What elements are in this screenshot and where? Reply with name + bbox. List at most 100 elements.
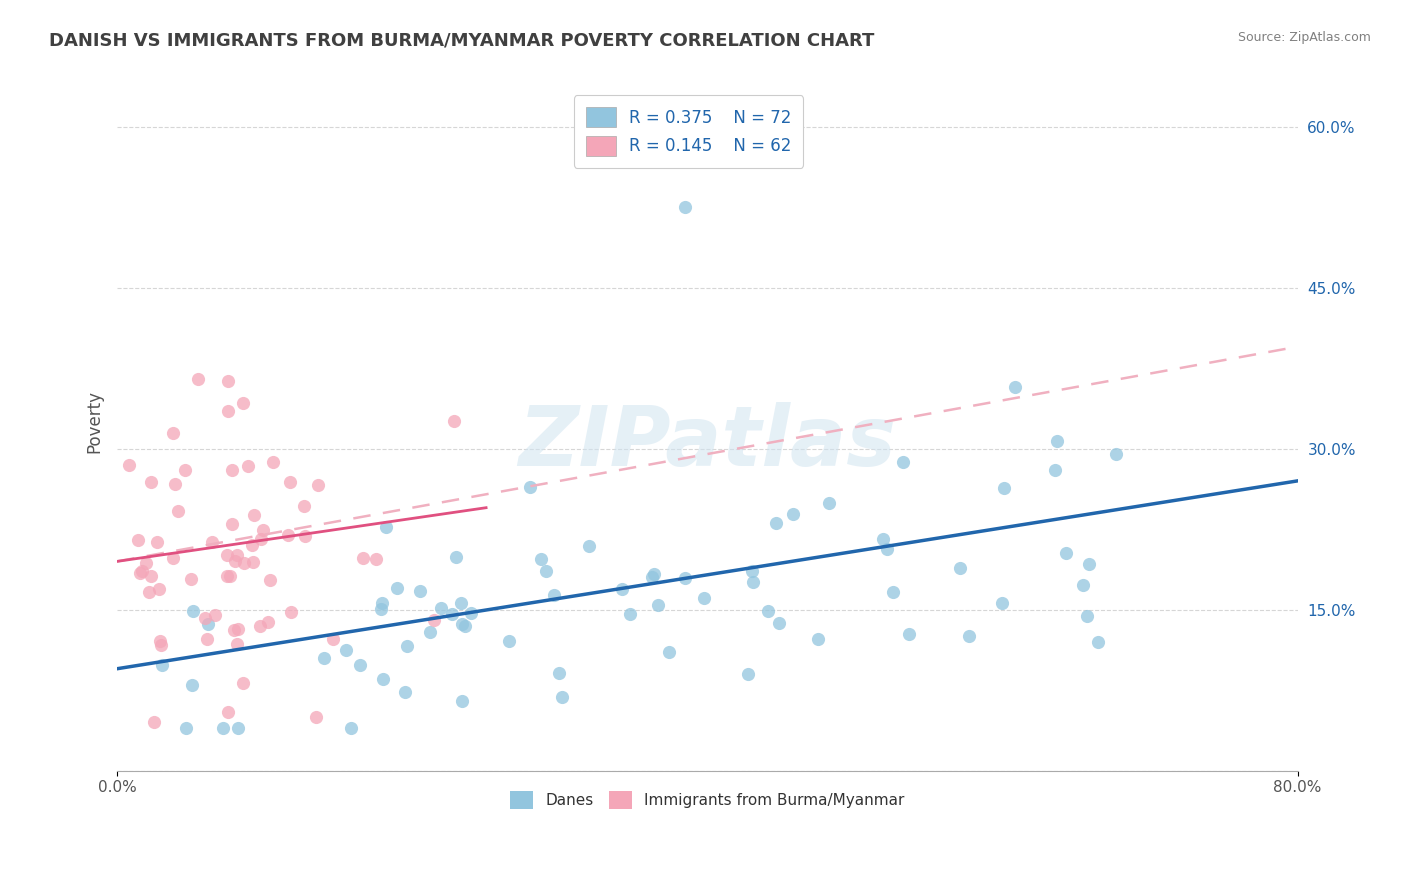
Point [221,462,243,476]
Point [180,572,202,586]
Point [204,607,226,622]
Point [1087,634,1109,648]
Point [250,533,273,547]
Point [619,607,641,621]
Point [612,582,634,596]
Point [217,404,239,418]
Point [149,638,172,652]
Point [419,625,441,640]
Point [187,372,209,386]
Point [236,459,259,474]
Text: Source: ZipAtlas.com: Source: ZipAtlas.com [1237,31,1371,45]
Point [741,565,763,579]
Point [876,541,898,556]
Point [1056,546,1078,560]
Point [127,533,149,548]
Point [166,504,188,518]
Point [294,528,316,542]
Point [991,596,1014,610]
Point [673,570,696,584]
Point [128,566,150,580]
Point [322,632,344,647]
Point [1105,447,1128,461]
Point [174,721,197,735]
Point [543,588,565,602]
Point [882,585,904,599]
Point [339,721,361,735]
Point [460,606,482,620]
Point [741,574,763,589]
Point [226,637,249,651]
Point [256,615,278,630]
Point [242,555,264,569]
Point [640,570,662,584]
Point [1076,609,1098,624]
Point [443,414,465,428]
Point [444,549,467,564]
Point [765,516,787,530]
Point [141,569,163,583]
Point [162,550,184,565]
Point [375,520,398,534]
Point [131,564,153,578]
Point [807,632,830,647]
Point [143,715,166,730]
Legend: Danes, Immigrants from Burma/Myanmar: Danes, Immigrants from Burma/Myanmar [505,784,911,815]
Point [217,569,239,583]
Point [149,634,172,648]
Point [371,596,394,610]
Point [217,705,239,719]
Point [193,611,215,625]
Point [536,564,558,578]
Point [409,583,432,598]
Point [277,527,299,541]
Point [118,458,141,473]
Point [218,569,240,583]
Point [280,605,302,619]
Point [454,619,477,633]
Point [225,548,247,562]
Point [366,552,388,566]
Point [658,644,681,658]
Point [1077,557,1099,571]
Point [387,581,409,595]
Point [349,657,371,672]
Point [312,651,335,665]
Point [217,374,239,388]
Point [551,690,574,704]
Point [818,496,841,510]
Y-axis label: Poverty: Poverty [86,391,103,453]
Point [162,425,184,440]
Point [370,602,392,616]
Point [201,535,224,549]
Point [226,721,249,735]
Point [221,516,243,531]
Point [197,617,219,632]
Point [195,632,218,647]
Point [643,567,665,582]
Point [371,672,394,686]
Point [498,633,520,648]
Point [181,678,204,692]
Point [305,710,328,724]
Point [226,622,249,636]
Point [768,615,790,630]
Point [222,623,245,637]
Point [262,454,284,468]
Point [673,200,696,214]
Point [174,463,197,477]
Point [993,481,1015,495]
Point [278,475,301,490]
Point [242,538,264,552]
Point [1046,434,1069,448]
Point [135,556,157,570]
Point [451,694,474,708]
Point [519,480,541,494]
Point [1004,380,1026,394]
Point [756,604,779,618]
Point [181,604,204,618]
Point [647,599,669,613]
Point [224,554,246,568]
Point [898,627,921,641]
Point [259,573,281,587]
